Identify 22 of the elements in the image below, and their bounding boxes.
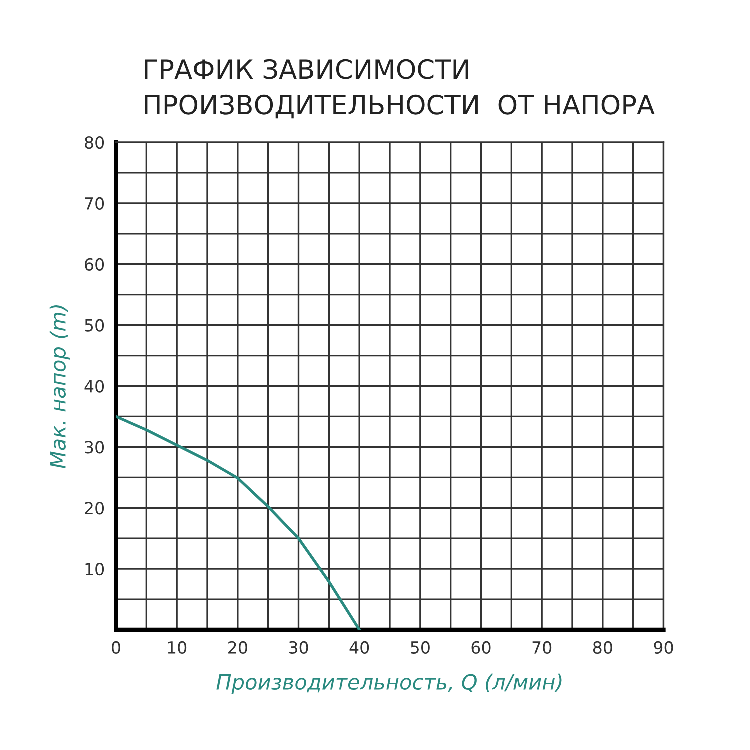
x-tick-label: 40 <box>350 641 370 654</box>
y-tick-label: 50 <box>85 319 104 332</box>
x-tick-label: 30 <box>289 641 308 654</box>
y-tick-label: 60 <box>85 258 104 271</box>
x-tick-label: 60 <box>472 641 491 654</box>
x-tick-label: 80 <box>593 641 612 654</box>
line-series <box>116 415 361 630</box>
y-tick-label: 20 <box>85 502 104 515</box>
x-axis-title: Производительность, Q (л/мин) <box>216 674 562 694</box>
y-tick-label: 40 <box>84 380 104 393</box>
chart-title: ГРАФИК ЗАВИСИМОСТИ ПРОИЗВОДИТЕЛЬНОСТИ ОТ НАПОРА <box>145 59 655 119</box>
y-axis-title: Мак. напор (m) <box>50 306 70 469</box>
x-tick-label: 70 <box>532 641 552 654</box>
y-tick-label: 30 <box>85 441 104 454</box>
y-tick-label: 10 <box>86 563 104 576</box>
x-tick-label: 50 <box>411 641 430 654</box>
x-tick-label: 20 <box>228 641 248 654</box>
x-tick-label: 10 <box>168 641 187 654</box>
y-tick-label: 70 <box>85 197 104 210</box>
x-tick-label: 0 <box>112 641 120 654</box>
x-tick-label: 90 <box>654 641 674 654</box>
y-tick-label: 80 <box>85 136 104 150</box>
